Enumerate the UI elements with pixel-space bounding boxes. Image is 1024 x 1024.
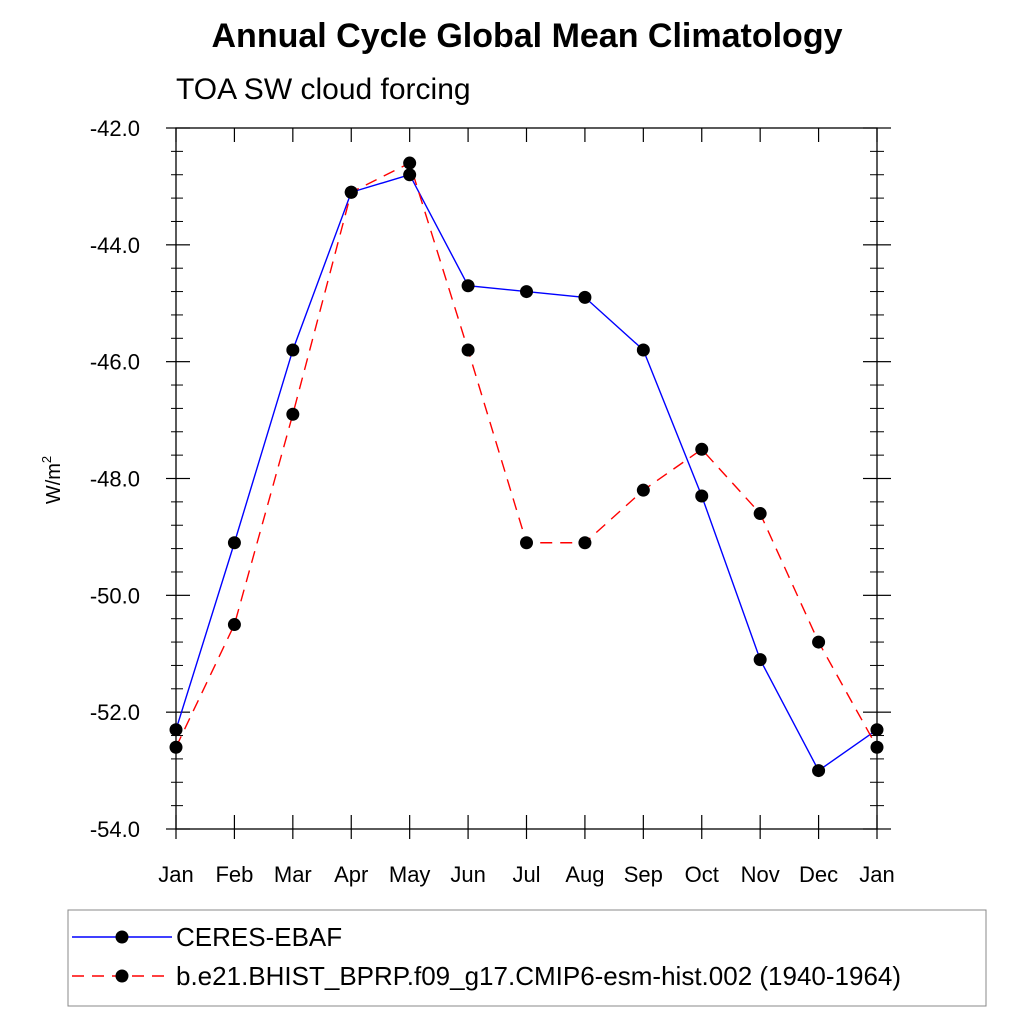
legend-marker-0 (115, 930, 129, 944)
series-0-point (403, 168, 417, 182)
svg-text:W/m2: W/m2 (39, 456, 65, 504)
series-1-point (636, 483, 650, 497)
series-1-point (812, 635, 826, 649)
series-0-point (812, 764, 826, 778)
legend-label-0: CERES-EBAF (176, 922, 342, 952)
series-line-1 (175, 162, 878, 748)
x-tick-label: Sep (624, 862, 663, 887)
series-1-point (520, 536, 533, 550)
axes: Jan Feb Mar Apr May Jun Jul Aug Sep Oct Nov Dec Jan-… (90, 116, 895, 887)
chart-subtitle: TOA SW cloud forcing (176, 73, 471, 106)
x-tick-label: May (389, 862, 431, 887)
y-tick-label: -42.0 (90, 116, 140, 141)
series-0-point (636, 343, 650, 357)
series-0-point (578, 290, 592, 304)
x-tick-label: Nov (741, 862, 780, 887)
series-0-point (870, 723, 884, 737)
series-0-point (520, 285, 533, 299)
y-axis-label-text: W/m (43, 463, 65, 504)
series-0-point (227, 536, 241, 550)
series-1-point (227, 618, 241, 632)
y-tick-label: -50.0 (90, 583, 140, 608)
x-tick-label: Jul (512, 862, 540, 887)
series-1-point (403, 156, 417, 170)
series-1-point (286, 407, 300, 421)
legend-label-1: b.e21.BHIST_BPRP.f09_g17.CMIP6-esm-hist.… (176, 961, 901, 991)
series-1-point (753, 507, 767, 521)
y-tick-label: -48.0 (90, 467, 140, 492)
x-tick-label: Jan (158, 862, 193, 887)
x-tick-label: Jan (859, 862, 894, 887)
series-lines (175, 162, 878, 772)
y-tick-label: -44.0 (90, 233, 140, 258)
x-tick-label: Mar (274, 862, 312, 887)
y-axis-label: W/m2 (39, 456, 65, 504)
y-tick-label: -52.0 (90, 700, 140, 725)
series-0-point (753, 653, 767, 667)
x-tick-label: Jun (450, 862, 485, 887)
x-tick-label: Oct (685, 862, 719, 887)
chart-title: Annual Cycle Global Mean Climatology (212, 17, 843, 55)
y-tick-label: -46.0 (90, 350, 140, 375)
plot-frame (175, 127, 878, 830)
series-1-point (169, 740, 183, 754)
series-1-point (578, 536, 592, 550)
series-markers (169, 156, 884, 778)
series-1-point (870, 740, 884, 754)
series-0-point (461, 279, 475, 293)
series-1-point (344, 185, 358, 199)
legend: CERES-EBAF b.e21.BHIST_BPRP.f09_g17.CMIP6… (72, 922, 901, 991)
x-tick-label: Aug (565, 862, 604, 887)
series-0-point (695, 489, 709, 503)
x-tick-label: Dec (799, 862, 838, 887)
y-axis-label-superscript: 2 (39, 456, 54, 463)
x-tick-label: Apr (334, 862, 368, 887)
y-tick-label: -54.0 (90, 817, 140, 842)
series-1-point (461, 343, 475, 357)
series-line-0 (175, 173, 878, 772)
series-0-point (169, 723, 183, 737)
x-tick-label: Feb (215, 862, 253, 887)
series-0-point (286, 343, 300, 357)
legend-marker-1 (115, 969, 129, 983)
legend-box (67, 909, 987, 1007)
series-1-point (695, 442, 709, 456)
